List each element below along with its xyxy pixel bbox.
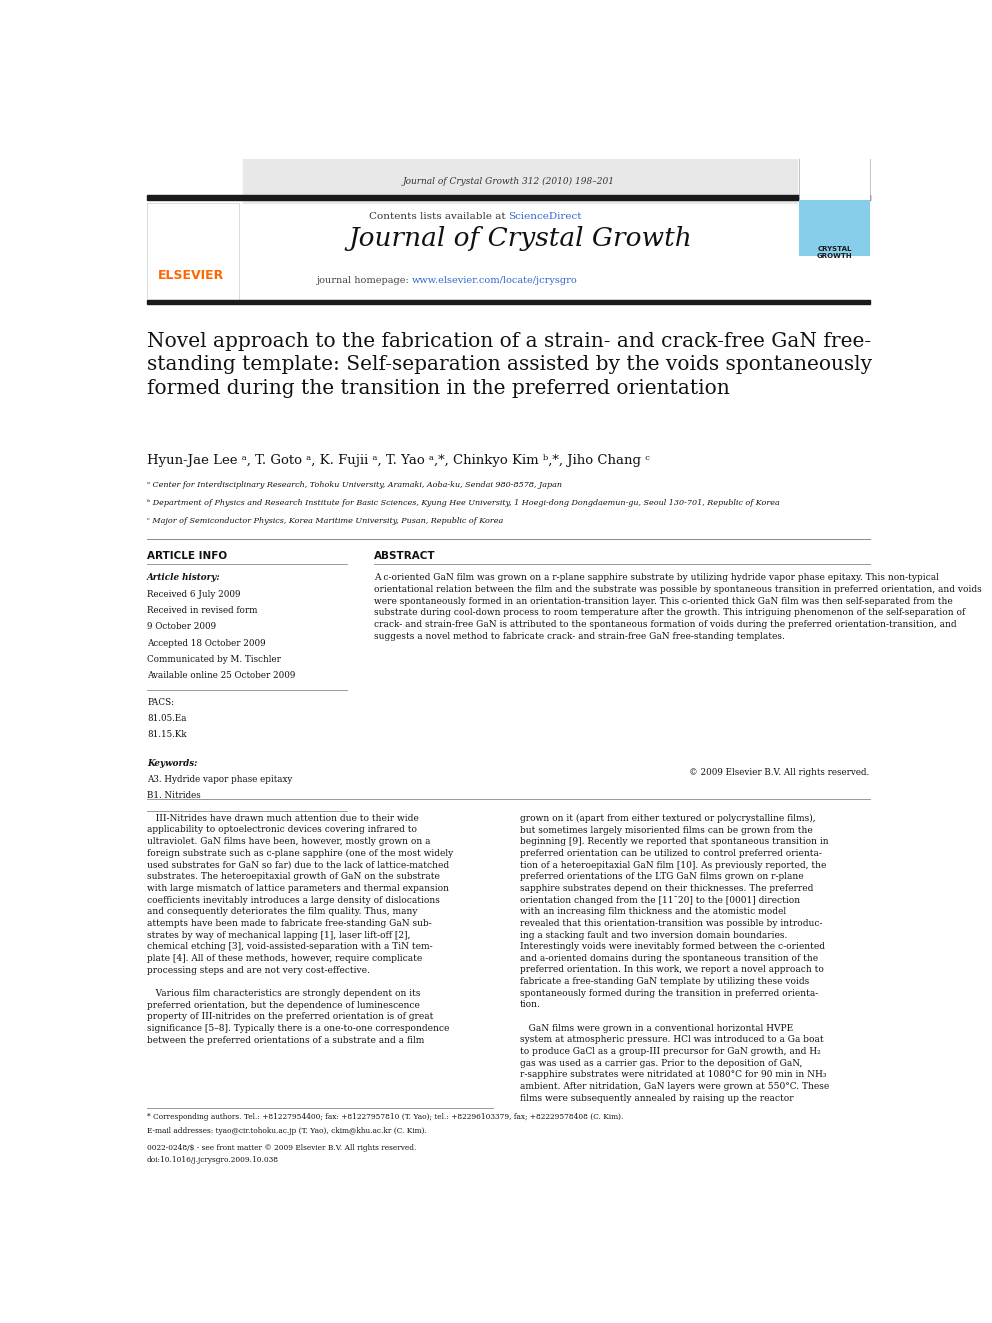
Bar xyxy=(799,98,870,200)
Bar xyxy=(799,200,870,255)
Text: Journal of Crystal Growth 312 (2010) 198–201: Journal of Crystal Growth 312 (2010) 198… xyxy=(403,177,614,187)
Bar xyxy=(147,202,239,302)
Text: ABSTRACT: ABSTRACT xyxy=(374,550,435,561)
Text: B1. Nitrides: B1. Nitrides xyxy=(147,791,200,800)
Text: ARTICLE INFO: ARTICLE INFO xyxy=(147,550,227,561)
Text: ScienceDirect: ScienceDirect xyxy=(509,212,582,221)
Text: A3. Hydride vapor phase epitaxy: A3. Hydride vapor phase epitaxy xyxy=(147,775,293,785)
Text: ᵃ Center for Interdisciplinary Research, Tohoku University, Aramaki, Aoba-ku, Se: ᵃ Center for Interdisciplinary Research,… xyxy=(147,480,562,488)
Text: Hyun-Jae Lee ᵃ, T. Goto ᵃ, K. Fujii ᵃ, T. Yao ᵃ,*, Chinkyo Kim ᵇ,*, Jiho Chang ᶜ: Hyun-Jae Lee ᵃ, T. Goto ᵃ, K. Fujii ᵃ, T… xyxy=(147,454,650,467)
Text: Article history:: Article history: xyxy=(147,573,220,582)
Text: Keywords:: Keywords: xyxy=(147,759,197,767)
Text: grown on it (apart from either textured or polycrystalline films),
but sometimes: grown on it (apart from either textured … xyxy=(520,814,829,1103)
Text: journal homepage:: journal homepage: xyxy=(316,277,413,284)
Text: www.elsevier.com/locate/jcrysgro: www.elsevier.com/locate/jcrysgro xyxy=(413,277,578,284)
Text: Communicated by M. Tischler: Communicated by M. Tischler xyxy=(147,655,281,664)
Text: * Corresponding authors. Tel.: +81227954400; fax: +81227957810 (T. Yao); tel.: +: * Corresponding authors. Tel.: +81227954… xyxy=(147,1113,623,1122)
Text: Received 6 July 2009: Received 6 July 2009 xyxy=(147,590,241,599)
Bar xyxy=(147,196,870,200)
Text: 81.15.Kk: 81.15.Kk xyxy=(147,730,186,740)
Text: Journal of Crystal Growth: Journal of Crystal Growth xyxy=(348,226,691,251)
Text: 0022-0248/$ - see front matter © 2009 Elsevier B.V. All rights reserved.: 0022-0248/$ - see front matter © 2009 El… xyxy=(147,1144,417,1152)
Text: 81.05.Ea: 81.05.Ea xyxy=(147,714,186,722)
Text: CRYSTAL
GROWTH: CRYSTAL GROWTH xyxy=(816,246,852,259)
Text: Contents lists available at: Contents lists available at xyxy=(368,212,509,221)
Bar xyxy=(147,300,870,304)
Bar xyxy=(243,101,797,202)
Text: III-Nitrides have drawn much attention due to their wide
applicability to optoel: III-Nitrides have drawn much attention d… xyxy=(147,814,453,1044)
Text: Received in revised form: Received in revised form xyxy=(147,606,258,615)
Text: E-mail addresses: tyao@cir.tohoku.ac.jp (T. Yao), ckim@khu.ac.kr (C. Kim).: E-mail addresses: tyao@cir.tohoku.ac.jp … xyxy=(147,1126,427,1135)
Text: ELSEVIER: ELSEVIER xyxy=(158,269,224,282)
Text: ᵇ Department of Physics and Research Institute for Basic Sciences, Kyung Hee Uni: ᵇ Department of Physics and Research Ins… xyxy=(147,499,780,507)
Text: Available online 25 October 2009: Available online 25 October 2009 xyxy=(147,671,296,680)
Text: ᶜ Major of Semiconductor Physics, Korea Maritime University, Pusan, Republic of : ᶜ Major of Semiconductor Physics, Korea … xyxy=(147,517,503,525)
Text: A c-oriented GaN film was grown on a r-plane sapphire substrate by utilizing hyd: A c-oriented GaN film was grown on a r-p… xyxy=(374,573,982,640)
Text: © 2009 Elsevier B.V. All rights reserved.: © 2009 Elsevier B.V. All rights reserved… xyxy=(689,767,870,777)
Text: PACS:: PACS: xyxy=(147,697,175,706)
Text: Novel approach to the fabrication of a strain- and crack-free GaN free-
standing: Novel approach to the fabrication of a s… xyxy=(147,332,872,398)
Text: doi:10.1016/j.jcrysgro.2009.10.038: doi:10.1016/j.jcrysgro.2009.10.038 xyxy=(147,1156,279,1164)
Text: Accepted 18 October 2009: Accepted 18 October 2009 xyxy=(147,639,266,647)
Text: 9 October 2009: 9 October 2009 xyxy=(147,622,216,631)
